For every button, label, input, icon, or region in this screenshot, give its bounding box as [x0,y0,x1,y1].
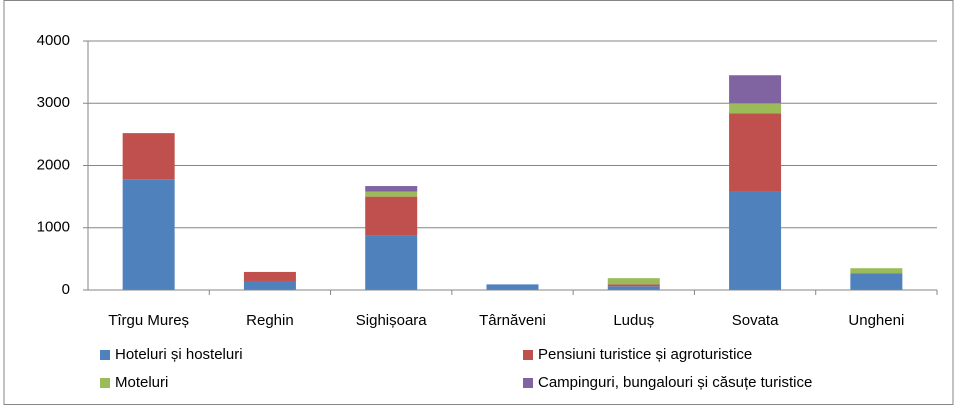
y-tick-label: 1000 [37,219,70,236]
x-tick-label: Reghin [246,312,294,329]
bar-segment [729,191,782,290]
bar-segment [243,271,296,281]
bar-segment [122,133,175,180]
bar-segment [850,268,903,274]
bar-segment [729,103,782,114]
bar-segment [486,284,539,290]
x-tick-label: Sovata [732,312,779,329]
x-tick-label: Sighișoara [356,312,428,329]
y-tick-label: 0 [62,281,70,298]
x-tick-label: Ungheni [848,312,904,329]
bar-segment [607,286,660,290]
legend-label: Campinguri, bungalouri și căsuțe turisti… [538,374,812,391]
bar-segment [365,186,418,192]
y-tick-label: 3000 [37,94,70,111]
x-tick-label: Târnăveni [479,312,546,329]
bar-segment [365,191,418,197]
bar-segment [122,179,175,290]
legend-swatch [100,378,110,388]
legend-swatch [100,350,110,360]
bar-segment [729,113,782,192]
bar-segment [729,75,782,104]
legend-label: Hoteluri și hosteluri [115,346,243,363]
y-tick-label: 4000 [37,32,70,49]
legend-label: Moteluri [115,374,168,391]
bar-segment [365,196,418,236]
x-tick-label: Tîrgu Mureș [108,312,189,329]
bar-segment [243,280,296,290]
bar-segment [607,284,660,287]
bar-segment [607,278,660,285]
legend-swatch [523,350,533,360]
legend-label: Pensiuni turistice și agroturistice [538,346,752,363]
x-tick-label: Luduș [613,312,654,329]
y-tick-label: 2000 [37,156,70,173]
legend-swatch [523,378,533,388]
bar-segment [365,235,418,290]
bar-segment [850,273,903,290]
